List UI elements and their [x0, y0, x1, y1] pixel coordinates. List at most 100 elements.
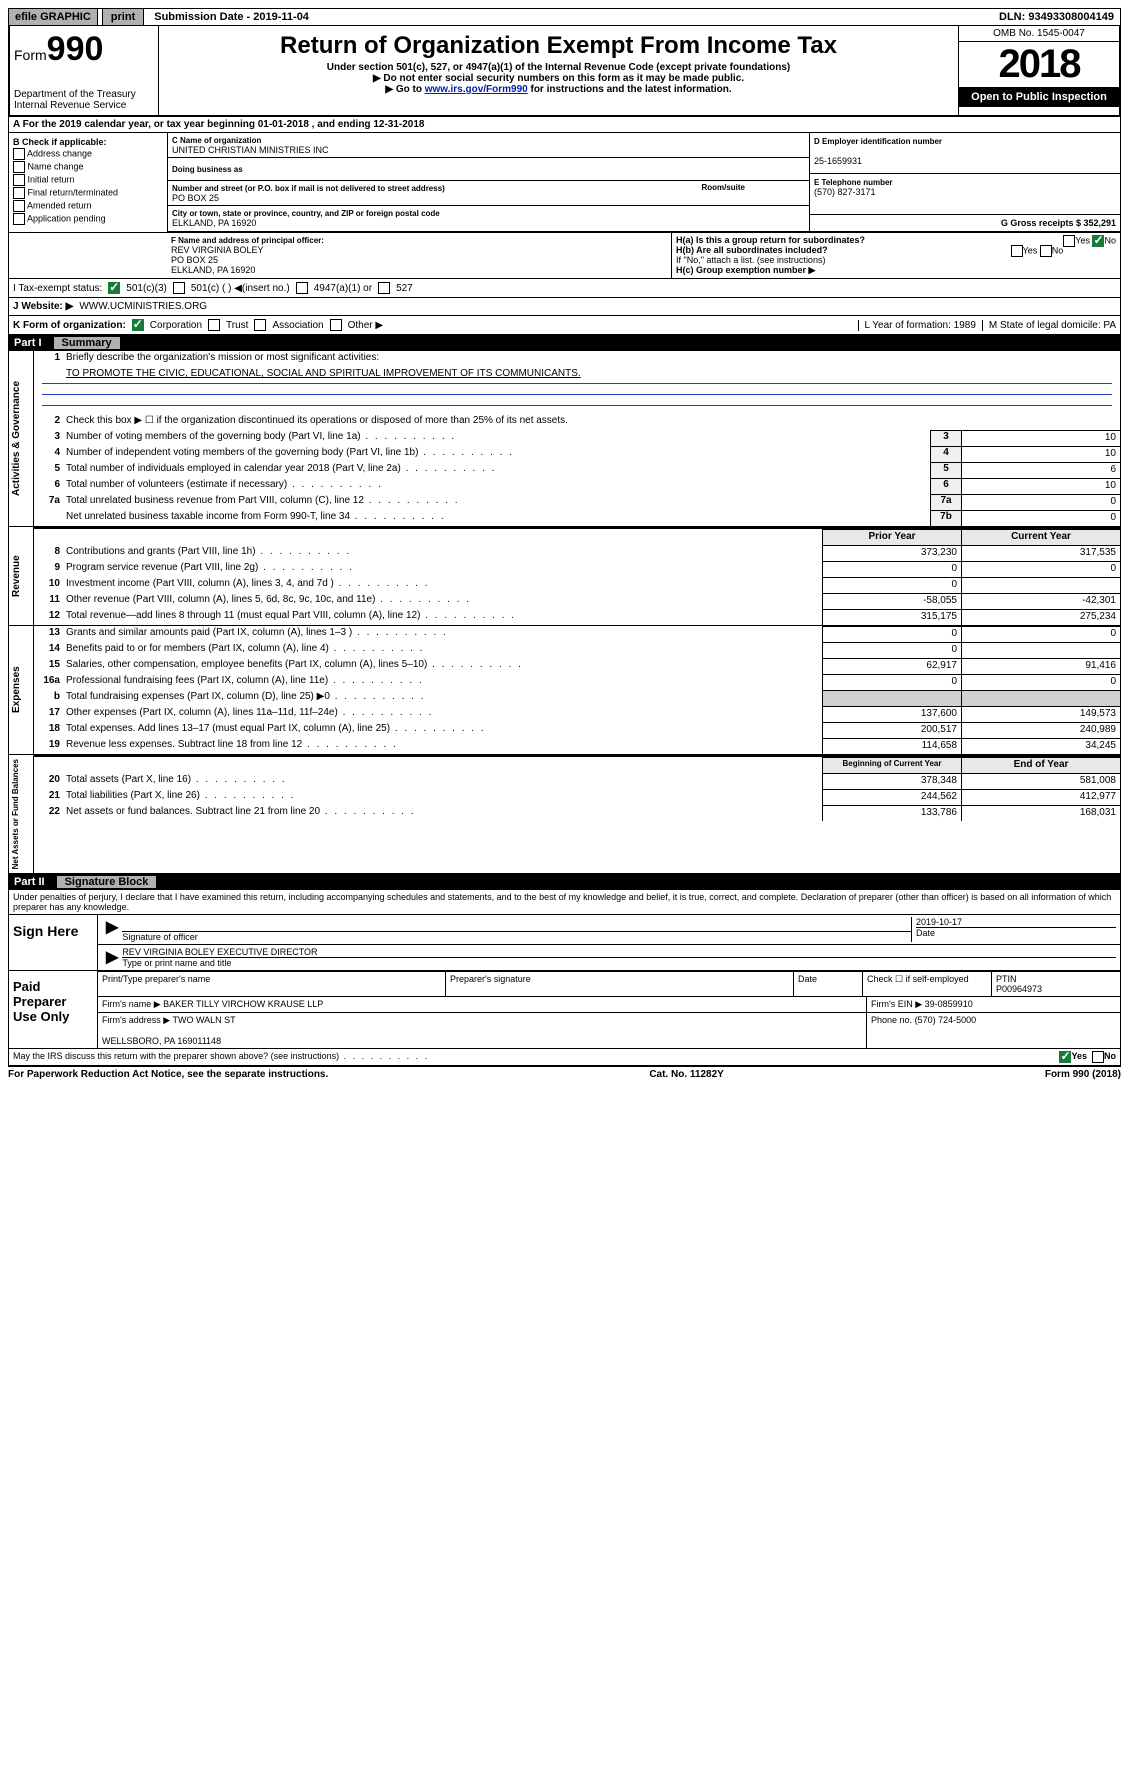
- line-desc: Program service revenue (Part VIII, line…: [62, 561, 822, 577]
- check-corp[interactable]: [132, 319, 144, 331]
- check-initial[interactable]: [13, 174, 25, 186]
- tax-status-row: I Tax-exempt status: 501(c)(3) 501(c) ( …: [8, 279, 1121, 298]
- line-desc: Number of voting members of the governin…: [62, 430, 930, 446]
- e-label: E Telephone number: [814, 178, 893, 187]
- hb-yes[interactable]: [1011, 245, 1023, 257]
- omb-number: OMB No. 1545-0047: [959, 26, 1119, 42]
- side-rev: Revenue: [9, 527, 34, 625]
- line-desc: Revenue less expenses. Subtract line 18 …: [62, 738, 822, 754]
- line-desc: Total unrelated business revenue from Pa…: [62, 494, 930, 510]
- dln-label: DLN: 93493308004149: [993, 9, 1120, 25]
- check-4947[interactable]: [296, 282, 308, 294]
- form-title: Return of Organization Exempt From Incom…: [163, 32, 954, 60]
- hc-label: H(c) Group exemption number ▶: [676, 265, 815, 275]
- part2-header: Part II Signature Block: [8, 874, 1121, 890]
- line-desc: Total assets (Part X, line 16): [62, 773, 822, 789]
- row-a: A For the 2019 calendar year, or tax yea…: [8, 117, 1121, 133]
- line-desc: Contributions and grants (Part VIII, lin…: [62, 545, 822, 561]
- city-label: City or town, state or province, country…: [172, 209, 440, 218]
- side-exp: Expenses: [9, 626, 34, 754]
- check-self: Check ☐ if self-employed: [867, 974, 969, 984]
- part2-num: Part II: [14, 876, 45, 888]
- sig-arrow2-icon: ▶: [102, 947, 122, 968]
- prior-year-header: Prior Year: [822, 529, 961, 545]
- summary-governance: Activities & Governance 1Briefly describ…: [8, 351, 1121, 527]
- check-final[interactable]: [13, 187, 25, 199]
- d-label: D Employer identification number: [814, 137, 942, 146]
- ptin-label: PTIN: [996, 974, 1017, 984]
- firm-ein-label: Firm's EIN ▶: [871, 999, 922, 1009]
- irs-link[interactable]: www.irs.gov/Form990: [425, 84, 528, 95]
- ha-label: H(a) Is this a group return for subordin…: [676, 235, 865, 245]
- k-row: K Form of organization: Corporation Trus…: [8, 316, 1121, 335]
- summary-netassets: Net Assets or Fund Balances Beginning of…: [8, 755, 1121, 874]
- check-assoc[interactable]: [254, 319, 266, 331]
- sig-officer-label: Signature of officer: [122, 932, 197, 942]
- summary-expenses: Expenses 13Grants and similar amounts pa…: [8, 626, 1121, 755]
- officer-val: REV VIRGINIA BOLEY PO BOX 25 ELKLAND, PA…: [171, 245, 264, 275]
- check-other[interactable]: [330, 319, 342, 331]
- line-desc: Total number of volunteers (estimate if …: [62, 478, 930, 494]
- addr-val: PO BOX 25: [172, 193, 219, 203]
- ha-no[interactable]: [1092, 235, 1104, 247]
- part2-name: Signature Block: [57, 876, 157, 888]
- line-desc: Other expenses (Part IX, column (A), lin…: [62, 706, 822, 722]
- line-desc: Net unrelated business taxable income fr…: [62, 510, 930, 526]
- hb-no[interactable]: [1040, 245, 1052, 257]
- check-address[interactable]: [13, 148, 25, 160]
- q1v: TO PROMOTE THE CIVIC, EDUCATIONAL, SOCIA…: [62, 367, 1120, 383]
- line-desc: Net assets or fund balances. Subtract li…: [62, 805, 822, 821]
- submission-date: Submission Date - 2019-11-04: [148, 9, 315, 25]
- check-501c[interactable]: [173, 282, 185, 294]
- line-desc: Total expenses. Add lines 13–17 (must eq…: [62, 722, 822, 738]
- print-button[interactable]: print: [102, 9, 144, 25]
- side-net: Net Assets or Fund Balances: [9, 755, 34, 873]
- summary-revenue: Revenue Prior Year Current Year 8Contrib…: [8, 527, 1121, 626]
- hb-label: H(b) Are all subordinates included?: [676, 245, 828, 255]
- dba-label: Doing business as: [172, 165, 243, 174]
- current-year-header: Current Year: [961, 529, 1120, 545]
- line-desc: Total liabilities (Part X, line 26): [62, 789, 822, 805]
- line-desc: Benefits paid to or for members (Part IX…: [62, 642, 822, 658]
- check-amended[interactable]: [13, 200, 25, 212]
- tax-year: 2018: [959, 42, 1119, 87]
- line-desc: Investment income (Part VIII, column (A)…: [62, 577, 822, 593]
- firm-phone-val: (570) 724-5000: [915, 1015, 977, 1025]
- footer-right: Form 990 (2018): [1045, 1069, 1121, 1080]
- side-gov: Activities & Governance: [9, 351, 34, 526]
- firm-name-val: BAKER TILLY VIRCHOW KRAUSE LLP: [163, 999, 323, 1009]
- check-501c3[interactable]: [108, 282, 120, 294]
- prep-date-label: Date: [798, 974, 817, 984]
- subtitle-1: Under section 501(c), 527, or 4947(a)(1)…: [163, 62, 954, 73]
- ha-yes[interactable]: [1063, 235, 1075, 247]
- part1-header: Part I Summary: [8, 335, 1121, 351]
- discuss-yes-check[interactable]: [1059, 1051, 1071, 1063]
- form-number: 990: [47, 30, 104, 68]
- firm-addr-label: Firm's address ▶: [102, 1015, 170, 1025]
- top-toolbar: efile GRAPHIC print Submission Date - 20…: [8, 8, 1121, 26]
- l-year: L Year of formation: 1989: [858, 320, 976, 331]
- officer-typed-name: REV VIRGINIA BOLEY EXECUTIVE DIRECTOR: [122, 947, 1116, 958]
- line-desc: Total fundraising expenses (Part IX, col…: [62, 690, 822, 706]
- dept-label: Department of the Treasury Internal Reve…: [14, 89, 154, 111]
- gross-receipts: G Gross receipts $ 352,291: [1001, 218, 1116, 228]
- discuss-no-check[interactable]: [1092, 1051, 1104, 1063]
- line-desc: Grants and similar amounts paid (Part IX…: [62, 626, 822, 642]
- check-trust[interactable]: [208, 319, 220, 331]
- check-527[interactable]: [378, 282, 390, 294]
- line-desc: Other revenue (Part VIII, column (A), li…: [62, 593, 822, 609]
- check-namechange[interactable]: [13, 161, 25, 173]
- part1-num: Part I: [14, 337, 42, 349]
- perjury-text: Under penalties of perjury, I declare th…: [9, 890, 1120, 914]
- discuss-text: May the IRS discuss this return with the…: [13, 1051, 1059, 1063]
- line-desc: Total revenue—add lines 8 through 11 (mu…: [62, 609, 822, 625]
- date-label: Date: [916, 928, 935, 938]
- m-state: M State of legal domicile: PA: [982, 320, 1116, 331]
- f-h-block: F Name and address of principal officer:…: [8, 233, 1121, 279]
- type-name-label: Type or print name and title: [122, 958, 231, 968]
- check-pending[interactable]: [13, 213, 25, 225]
- website-val: WWW.UCMINISTRIES.ORG: [79, 301, 207, 312]
- c-label: C Name of organization: [172, 136, 261, 145]
- goto-pre: ▶ Go to: [385, 84, 424, 95]
- begin-year-header: Beginning of Current Year: [822, 757, 961, 773]
